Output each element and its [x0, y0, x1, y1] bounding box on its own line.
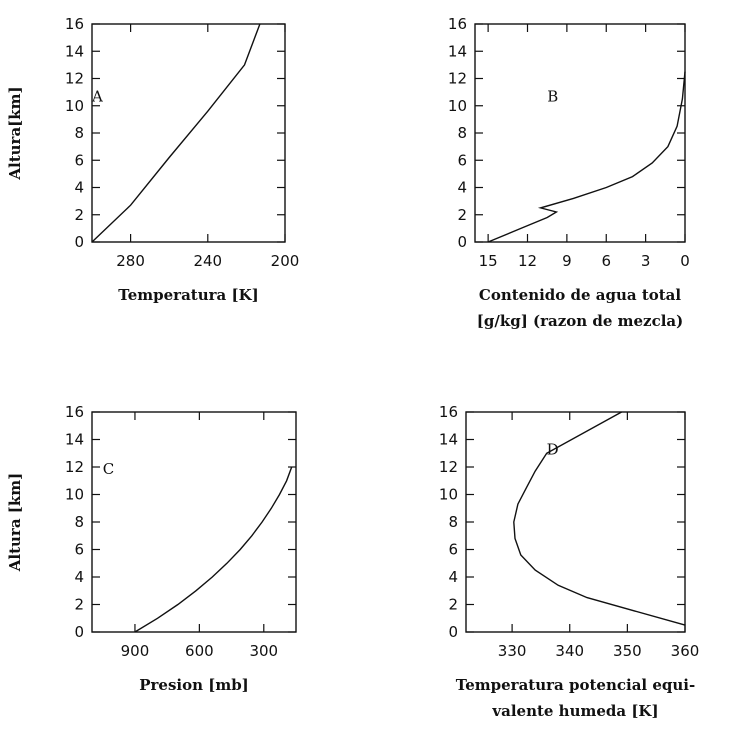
plot-frame	[465, 411, 686, 633]
y-tick-label: 2	[457, 206, 467, 224]
x-tick-label: 300	[249, 642, 278, 660]
y-tick-label: 14	[448, 42, 467, 60]
panel-b: 0 2 4 6 8 10 12 14 16 15 12 9 6 3 0 B Contenido de agua …	[448, 15, 690, 330]
y-tick-label: 14	[439, 431, 458, 449]
y-tick-label: 8	[457, 124, 467, 142]
panel-a: 0 2 4 6 8 10 12 14 16 280 240 200 A Temperatura [K] Al…	[6, 15, 299, 304]
y-tick-label: 14	[65, 431, 84, 449]
x-axis-label: [g/kg] (razon de mezcla)	[477, 312, 683, 330]
y-tick-label: 0	[74, 623, 84, 641]
y-tick-label: 14	[65, 42, 84, 60]
y-tick-label: 8	[74, 124, 84, 142]
y-tick-label: 2	[448, 596, 458, 614]
x-tick-label: 340	[555, 642, 584, 660]
y-tick-label: 0	[457, 233, 467, 251]
x-tick-label: 6	[601, 252, 611, 270]
y-tick-label: 10	[65, 486, 84, 504]
y-tick-label: 6	[74, 541, 84, 559]
x-tick-label: 330	[498, 642, 527, 660]
y-tick-label: 12	[448, 70, 467, 88]
x-tick-label: 200	[271, 252, 300, 270]
y-tick-label: 16	[439, 403, 458, 421]
x-axis-label: Temperatura [K]	[118, 286, 258, 304]
y-tick-label: 16	[65, 403, 84, 421]
y-tick-label: 12	[65, 458, 84, 476]
x-tick-label: 600	[185, 642, 214, 660]
y-tick-label: 4	[457, 179, 467, 197]
y-tick-label: 16	[448, 15, 467, 33]
y-tick-label: 6	[457, 151, 467, 169]
y-tick-label: 2	[74, 206, 84, 224]
x-tick-label: 9	[562, 252, 572, 270]
x-tick-label: 3	[641, 252, 651, 270]
series-line	[91, 23, 261, 243]
panel-letter: D	[547, 441, 559, 459]
y-tick-label: 8	[448, 513, 458, 531]
x-tick-label: 280	[116, 252, 145, 270]
y-tick-label: 0	[74, 233, 84, 251]
series-line	[487, 71, 686, 243]
y-tick-label: 8	[74, 513, 84, 531]
plot-frame	[91, 411, 297, 633]
y-tick-label: 12	[65, 70, 84, 88]
y-tick-label: 4	[448, 568, 458, 586]
x-tick-label: 240	[193, 252, 222, 270]
y-tick-label: 6	[448, 541, 458, 559]
y-tick-label: 0	[448, 623, 458, 641]
x-tick-label: 900	[121, 642, 150, 660]
y-tick-label: 4	[74, 179, 84, 197]
panel-letter: B	[547, 88, 558, 106]
plot-frame	[474, 23, 686, 243]
y-axis-label: Altura[km]	[6, 86, 24, 180]
panel-c: 0 2 4 6 8 10 12 14 16 900 600 300 C Presion [mb] Altur…	[6, 403, 297, 694]
x-tick-label: 350	[613, 642, 642, 660]
series-line	[134, 466, 293, 633]
panel-letter: A	[91, 88, 103, 106]
series-line	[513, 411, 686, 626]
x-tick-label: 360	[671, 642, 700, 660]
y-axis-label: Altura [km]	[6, 473, 24, 572]
x-axis-label: Presion [mb]	[139, 676, 249, 694]
plot-frame	[91, 23, 286, 243]
panel-d: 0 2 4 6 8 10 12 14 16 330 340 350 360 D Temperatura po…	[439, 403, 699, 720]
y-tick-label: 10	[65, 97, 84, 115]
x-axis-label: Temperatura potencial equi-	[456, 676, 695, 694]
y-tick-label: 6	[74, 151, 84, 169]
x-tick-label: 0	[680, 252, 690, 270]
y-tick-label: 12	[439, 458, 458, 476]
x-tick-label: 12	[518, 252, 537, 270]
panel-letter: C	[103, 460, 114, 478]
y-tick-label: 4	[74, 568, 84, 586]
x-axis-label: valente humeda [K]	[491, 702, 658, 720]
y-tick-label: 10	[439, 486, 458, 504]
y-tick-label: 10	[448, 97, 467, 115]
x-axis-label: Contenido de agua total	[479, 286, 682, 304]
y-tick-label: 2	[74, 596, 84, 614]
x-tick-label: 15	[479, 252, 498, 270]
y-tick-label: 16	[65, 15, 84, 33]
